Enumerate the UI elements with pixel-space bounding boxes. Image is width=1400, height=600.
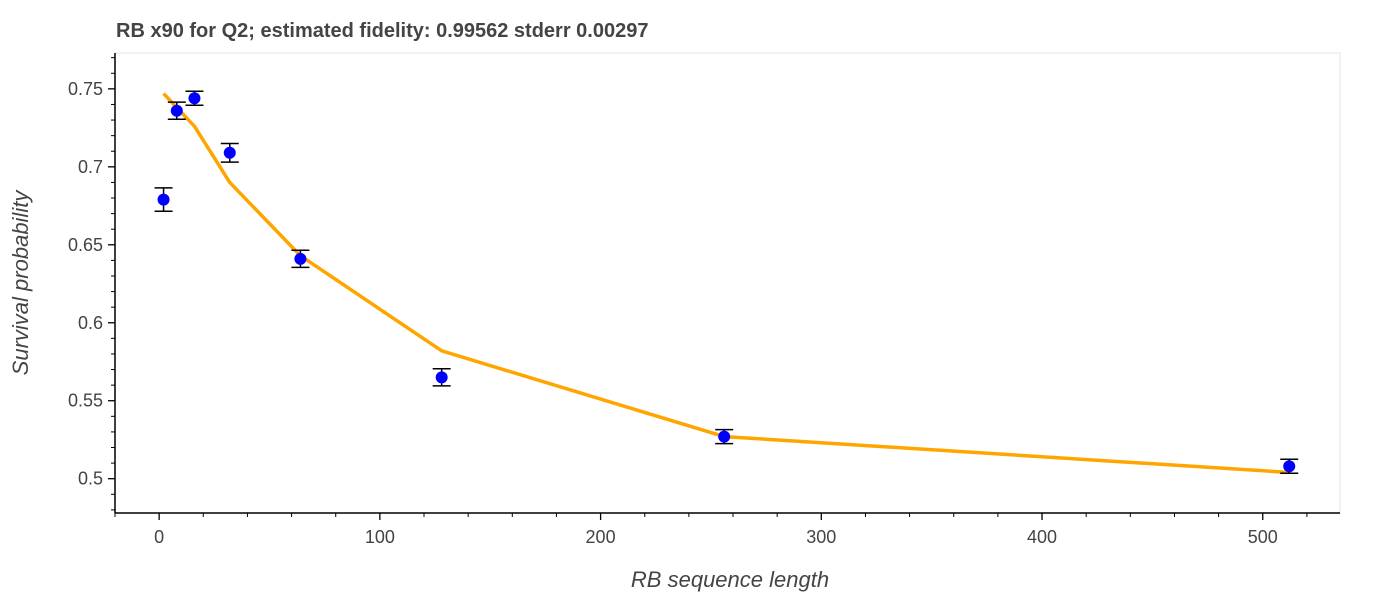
data-points-layer (154, 90, 1299, 474)
x-tick-label: 0 (154, 527, 164, 547)
x-tick-label: 400 (1027, 527, 1057, 547)
x-axis-label: RB sequence length (631, 567, 829, 592)
x-tick-label: 500 (1248, 527, 1278, 547)
axes-layer: 0 100 200 300 400 500 0.5 0.55 0.6 0.65 0.7 0.75 (68, 53, 1340, 547)
y-tick-label: 0.65 (68, 235, 103, 255)
x-tick-label: 200 (586, 527, 616, 547)
y-tick-label: 0.7 (78, 157, 103, 177)
data-point (188, 92, 201, 105)
data-point (718, 430, 731, 443)
y-tick-label: 0.5 (78, 469, 103, 489)
x-tick-label: 100 (365, 527, 395, 547)
data-point (1283, 460, 1296, 473)
data-point (170, 104, 183, 117)
x-tick-label: 300 (806, 527, 836, 547)
y-axis-label: Survival probability (8, 189, 33, 376)
data-point (223, 146, 236, 159)
data-point (435, 371, 448, 384)
y-tick-label: 0.6 (78, 313, 103, 333)
y-tick-label: 0.55 (68, 391, 103, 411)
y-tick-label: 0.75 (68, 79, 103, 99)
data-point (294, 252, 307, 265)
data-point (157, 193, 170, 206)
chart-title: RB x90 for Q2; estimated fidelity: 0.995… (116, 20, 648, 42)
